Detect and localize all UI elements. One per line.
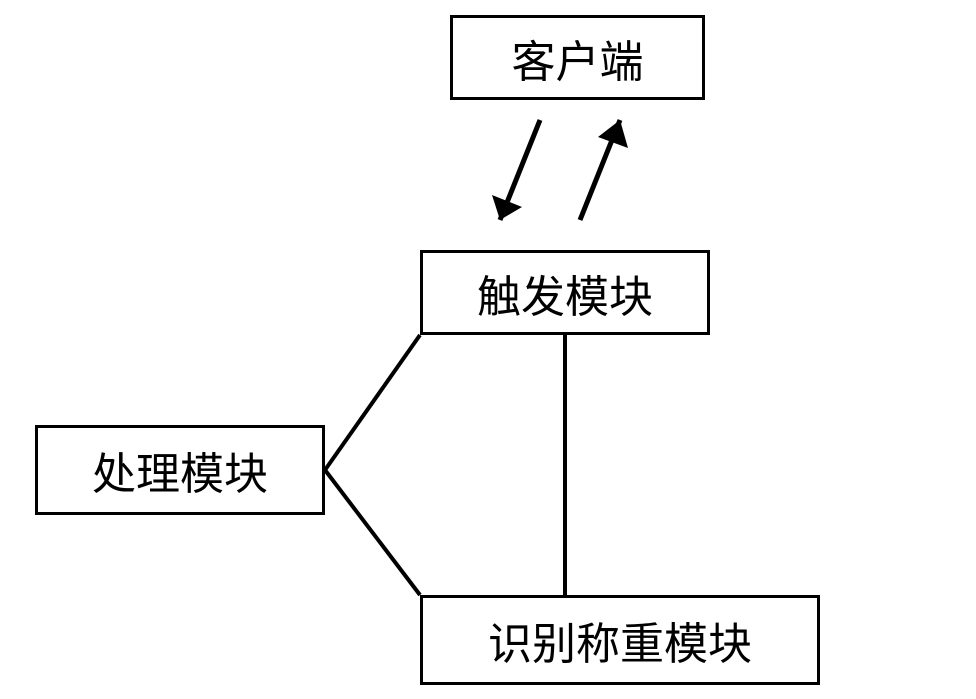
node-client: 客户端 bbox=[450, 15, 705, 100]
node-trigger-label: 触发模块 bbox=[477, 261, 653, 325]
diagram-canvas: 客户端 触发模块 处理模块 识别称重模块 bbox=[0, 0, 976, 699]
arrow-client-to-trigger bbox=[492, 120, 540, 220]
node-client-label: 客户端 bbox=[512, 26, 644, 90]
node-trigger: 触发模块 bbox=[420, 250, 710, 335]
edge-process-weigh bbox=[325, 470, 420, 595]
edge-process-trigger bbox=[325, 335, 420, 470]
arrow-trigger-to-client bbox=[580, 120, 628, 220]
node-process: 处理模块 bbox=[35, 425, 325, 515]
node-process-label: 处理模块 bbox=[92, 438, 268, 502]
node-weigh: 识别称重模块 bbox=[420, 595, 820, 685]
node-weigh-label: 识别称重模块 bbox=[488, 608, 752, 672]
